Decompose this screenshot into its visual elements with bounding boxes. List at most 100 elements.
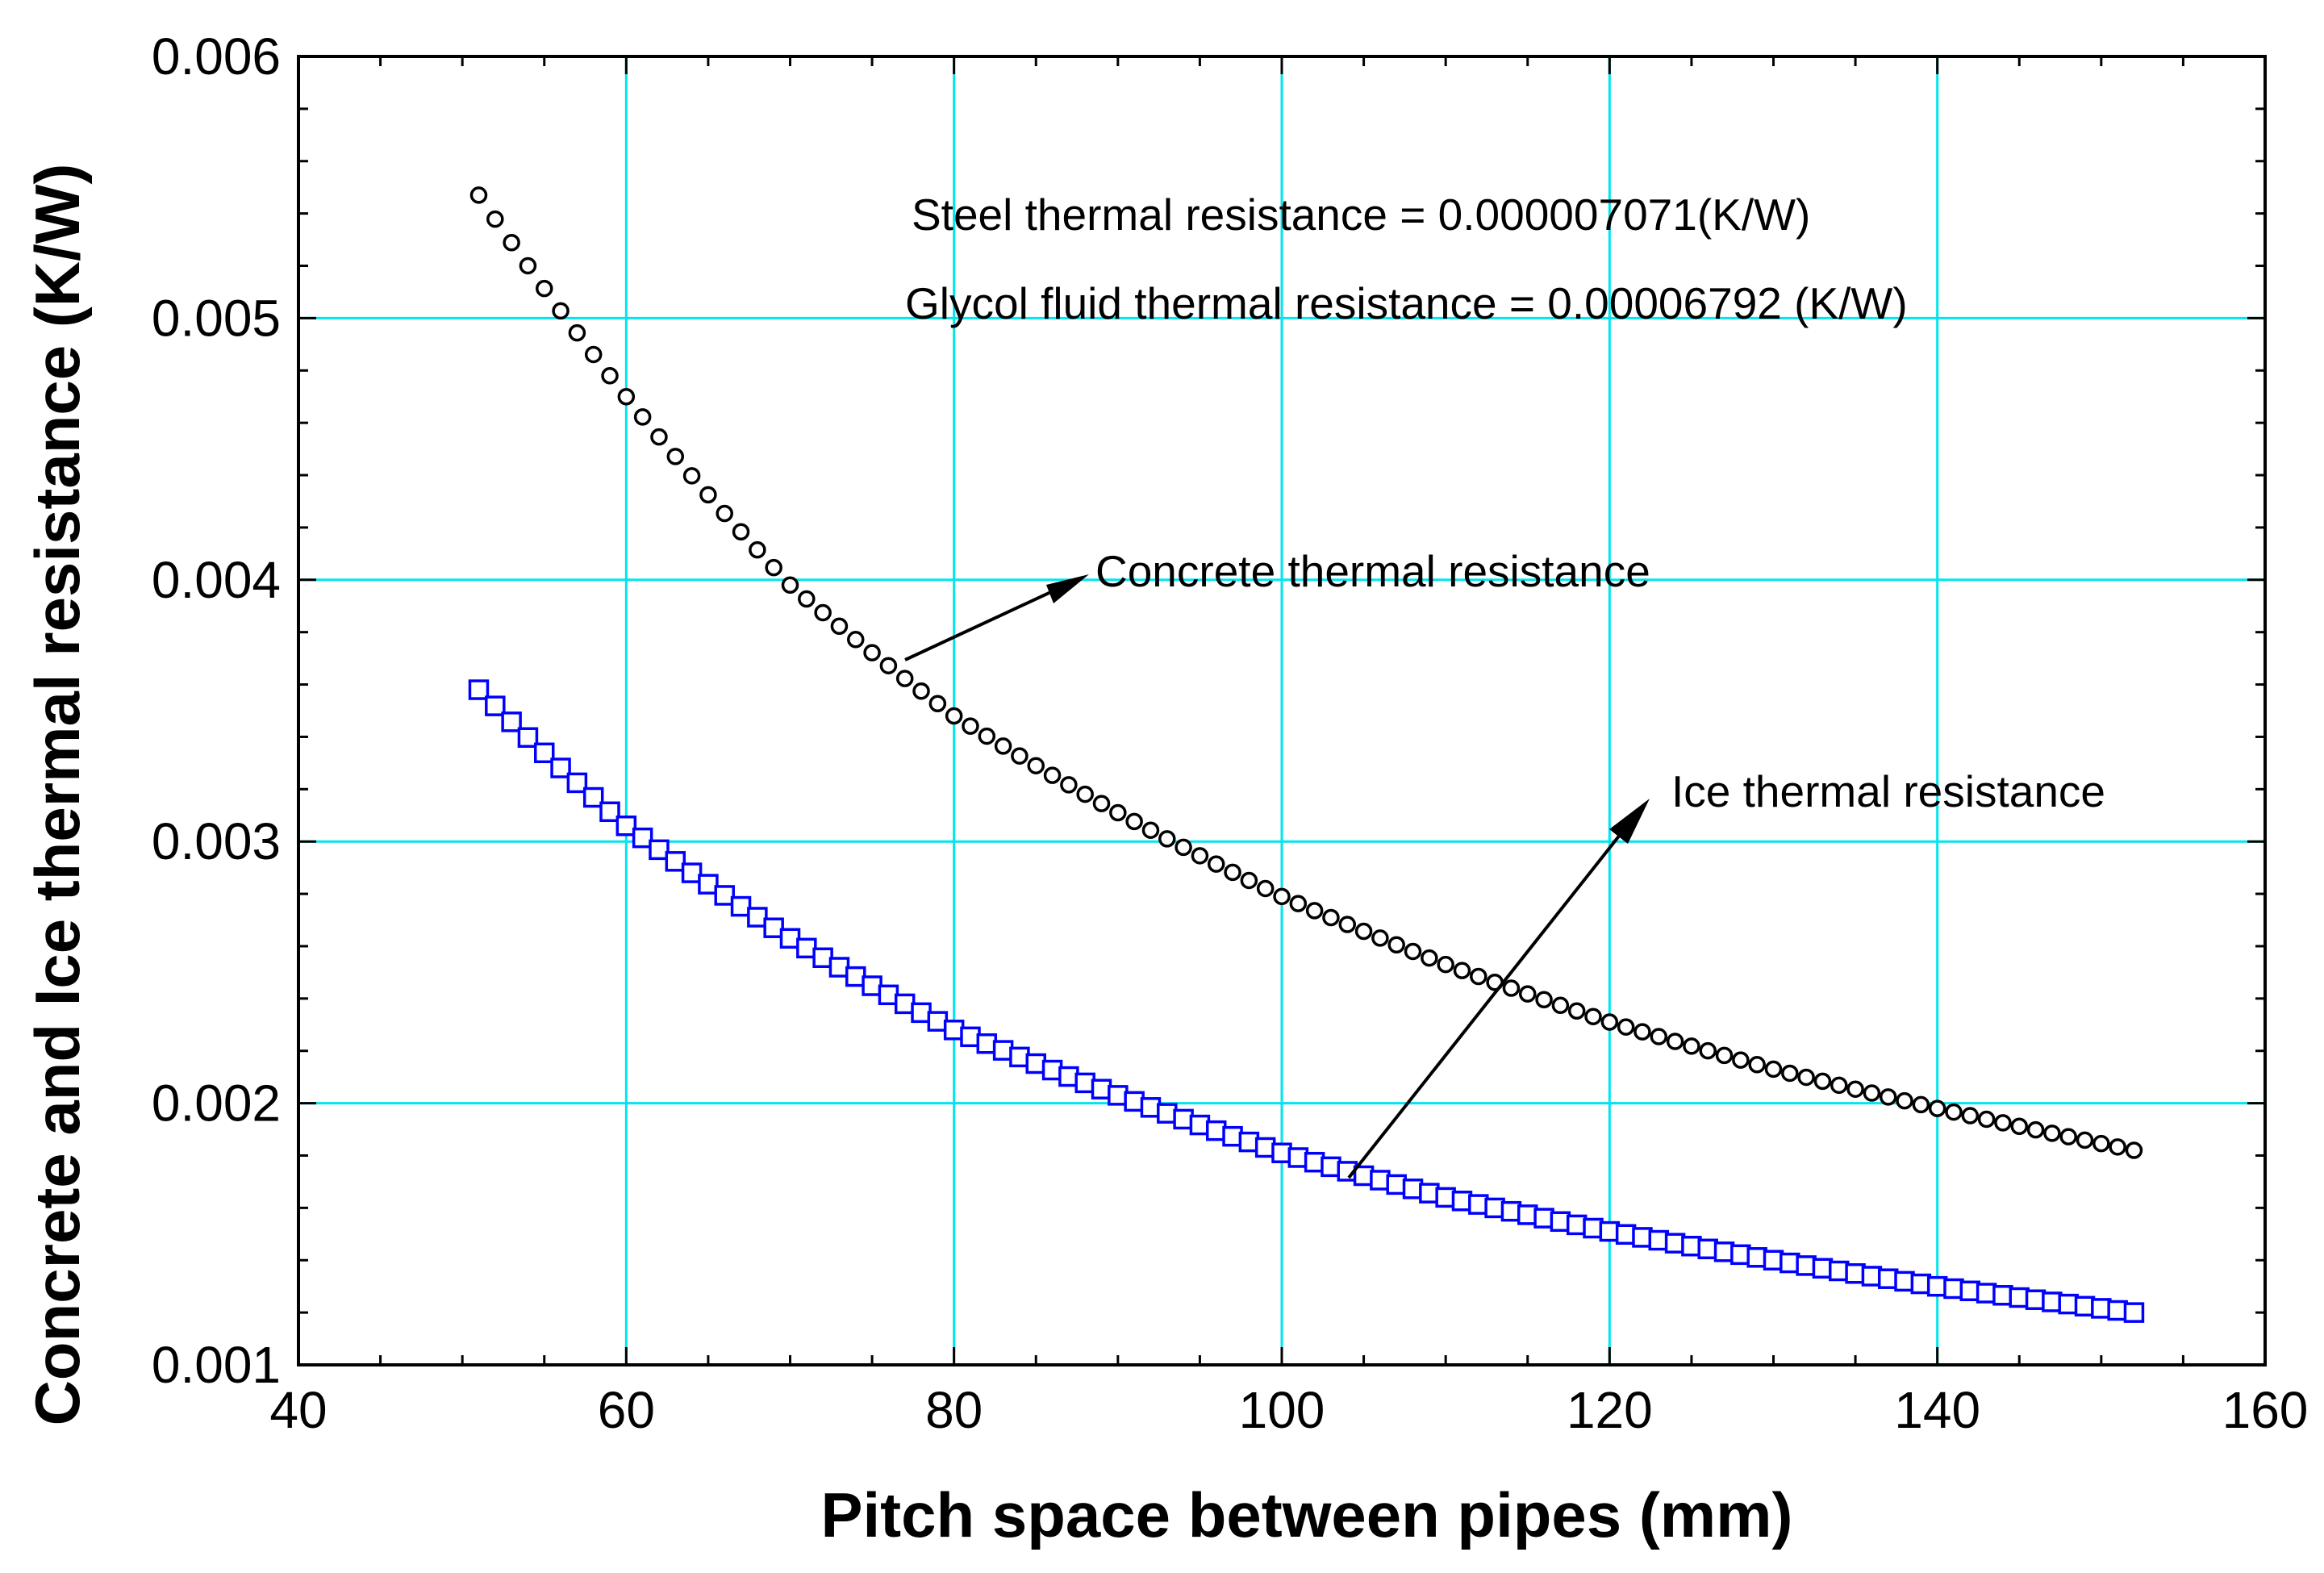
x-tick-label: 160 xyxy=(2222,1381,2309,1439)
concrete-point xyxy=(1584,1008,1602,1025)
ice-point xyxy=(649,839,670,861)
concrete-point xyxy=(1354,922,1373,941)
concrete-point xyxy=(568,323,586,342)
concrete-point xyxy=(1273,887,1291,906)
concrete-point xyxy=(2059,1128,2077,1145)
concrete-point xyxy=(1338,916,1357,933)
concrete-point xyxy=(1076,785,1094,803)
concrete-point xyxy=(486,210,504,228)
series-concrete xyxy=(469,186,2143,1159)
y-tick-label: 0.005 xyxy=(152,289,281,347)
ice-point xyxy=(582,786,604,808)
concrete-point xyxy=(1011,747,1028,765)
concrete-point xyxy=(1551,996,1570,1015)
concrete-point xyxy=(1109,803,1127,822)
x-tick-label: 40 xyxy=(269,1381,327,1439)
concrete-point xyxy=(584,345,603,364)
concrete-point xyxy=(1764,1060,1783,1079)
ice-point xyxy=(550,757,571,778)
concrete-point xyxy=(1683,1037,1700,1055)
concrete-point xyxy=(536,279,553,298)
concrete-point xyxy=(928,695,947,712)
axis-ticks xyxy=(297,55,2267,1366)
ice-point xyxy=(730,895,752,917)
ice-point xyxy=(615,815,637,837)
concrete-point xyxy=(469,186,488,204)
ice-point xyxy=(763,917,784,938)
ice-point xyxy=(698,874,719,895)
concrete-point xyxy=(699,486,717,504)
ice-point xyxy=(2123,1302,2145,1323)
ice-point xyxy=(599,801,620,823)
x-tick-label: 100 xyxy=(1239,1381,1325,1439)
concrete-arrow-line xyxy=(904,583,1067,661)
ice-arrow-line xyxy=(1347,821,1631,1179)
series-ice xyxy=(468,679,2145,1323)
concrete-point xyxy=(1437,955,1454,974)
concrete-point xyxy=(1961,1107,1980,1124)
concrete-point xyxy=(1912,1095,1930,1114)
concrete-point xyxy=(765,558,782,577)
y-tick-label: 0.006 xyxy=(152,27,281,86)
concrete-point xyxy=(863,644,881,661)
concrete-point xyxy=(1633,1023,1651,1041)
concrete-point xyxy=(781,576,799,595)
concrete-point xyxy=(1224,863,1241,882)
ice-point xyxy=(681,862,703,883)
ice-point xyxy=(517,727,539,748)
glycol-annotation: Glycol fluid thermal resistance = 0.0000… xyxy=(905,278,1908,328)
concrete-point xyxy=(895,670,914,687)
concrete-arrow-head xyxy=(1046,574,1089,603)
concrete-point xyxy=(1240,871,1258,890)
concrete-point xyxy=(519,257,537,275)
concrete-point xyxy=(1158,830,1176,848)
y-tick-label: 0.002 xyxy=(152,1074,281,1133)
concrete-point xyxy=(978,727,996,745)
concrete-point xyxy=(1027,757,1045,774)
ice-point xyxy=(632,827,653,849)
concrete-point xyxy=(1371,929,1389,947)
concrete-point xyxy=(1994,1114,2012,1132)
x-tick-label: 80 xyxy=(925,1381,983,1439)
concrete-point xyxy=(1256,879,1275,898)
concrete-point xyxy=(503,234,520,252)
concrete-point xyxy=(682,467,701,485)
concrete-point xyxy=(601,367,619,385)
x-tick-label: 60 xyxy=(598,1381,655,1439)
concrete-point xyxy=(2109,1138,2126,1156)
concrete-point xyxy=(1896,1091,1913,1110)
concrete-point xyxy=(1322,908,1340,927)
concrete-point xyxy=(1600,1013,1619,1031)
concrete-point xyxy=(1404,942,1422,961)
annotation-arrows xyxy=(904,574,1650,1179)
concrete-point xyxy=(830,617,849,636)
concrete-point xyxy=(1650,1028,1668,1045)
concrete-point xyxy=(1535,991,1553,1009)
concrete-point xyxy=(1421,949,1438,967)
concrete-label: Concrete thermal resistance xyxy=(1095,546,1650,596)
concrete-point xyxy=(1715,1046,1734,1065)
concrete-point xyxy=(2026,1120,2045,1139)
concrete-point xyxy=(1846,1080,1864,1098)
concrete-point xyxy=(1781,1064,1799,1083)
x-tick-label: 140 xyxy=(1894,1381,1980,1439)
concrete-point xyxy=(1502,979,1521,997)
y-axis-title: Concrete and Ice thermal resistance (K/W… xyxy=(22,164,93,1426)
concrete-point xyxy=(633,408,652,426)
steel-annotation: Steel thermal resistance = 0.000007071(K… xyxy=(912,190,1810,240)
concrete-point xyxy=(1666,1033,1684,1050)
concrete-point xyxy=(1797,1068,1815,1087)
grid xyxy=(298,56,2265,1365)
ice-point xyxy=(714,885,735,906)
concrete-point xyxy=(1191,847,1209,865)
concrete-point xyxy=(617,387,636,406)
concrete-point xyxy=(1945,1103,1963,1121)
x-axis-title: Pitch space between pipes (mm) xyxy=(820,1479,1792,1550)
concrete-point xyxy=(2076,1131,2094,1150)
concrete-point xyxy=(1092,795,1111,812)
concrete-point xyxy=(1977,1110,1996,1129)
concrete-point xyxy=(912,682,930,700)
concrete-point xyxy=(1567,1002,1586,1020)
concrete-point xyxy=(1060,776,1078,794)
y-tick-label: 0.004 xyxy=(152,551,281,609)
